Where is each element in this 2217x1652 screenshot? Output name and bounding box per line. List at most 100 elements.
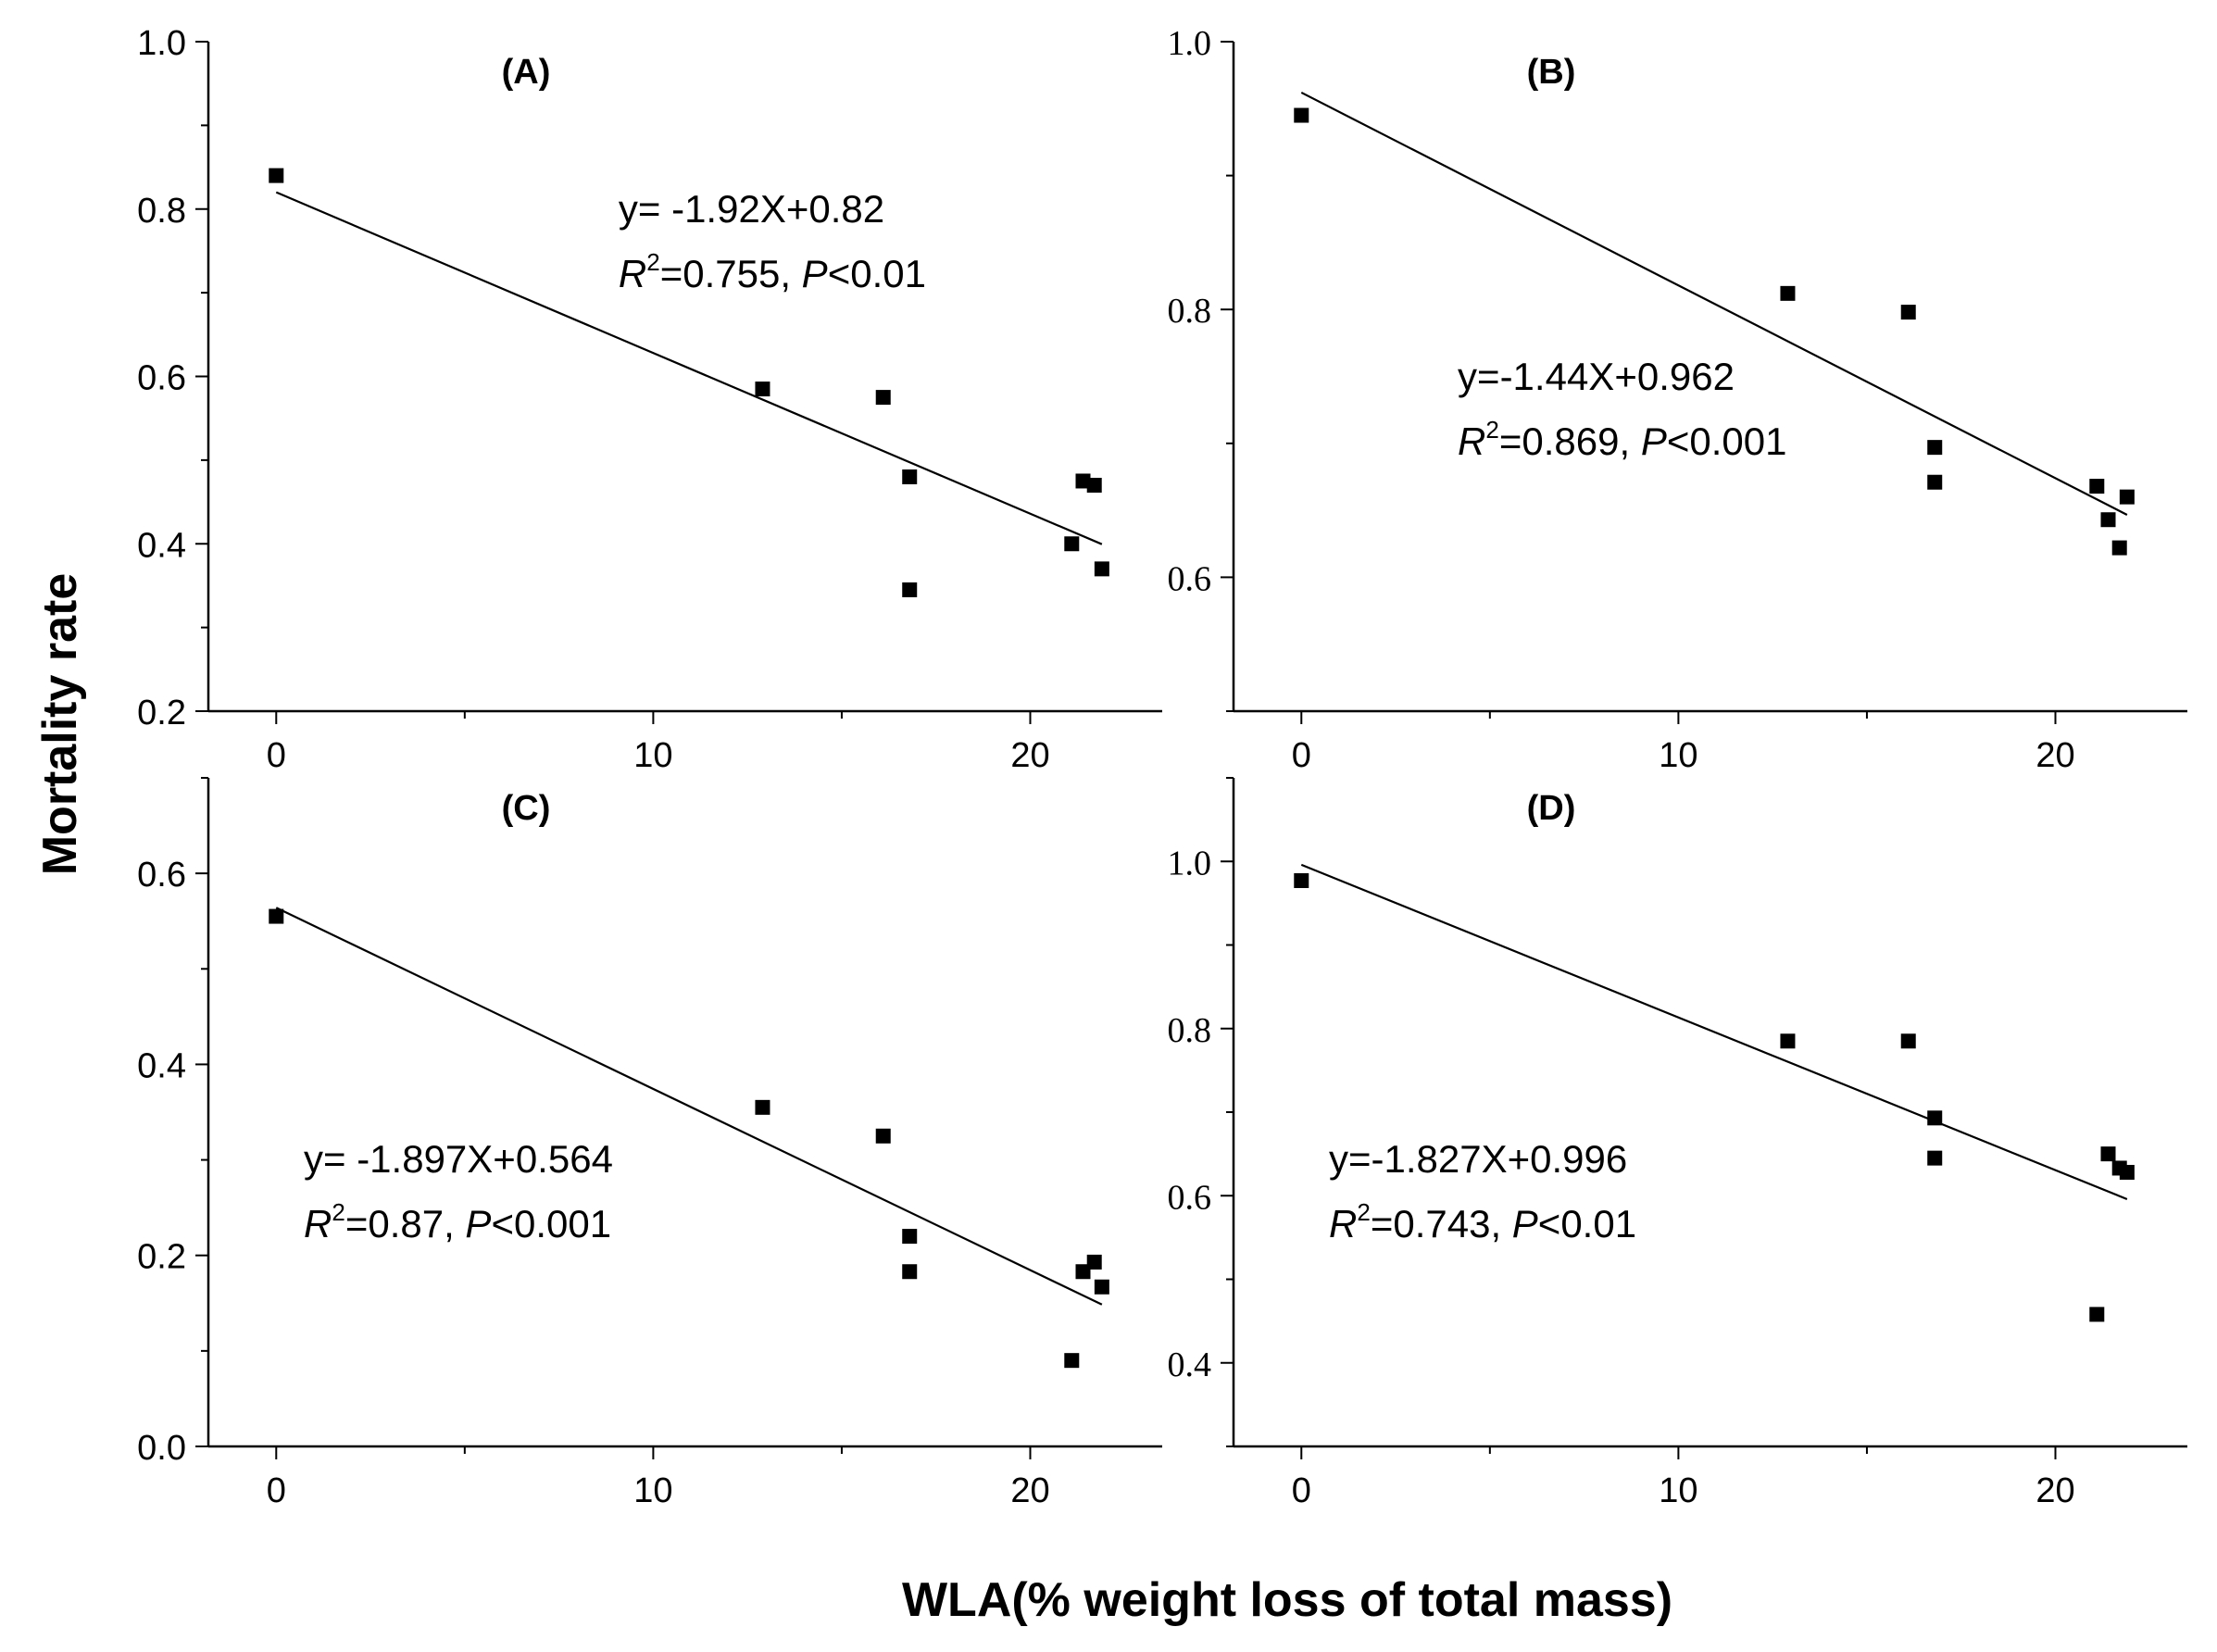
data-point (1094, 1279, 1109, 1295)
regression-stats: R2=0.755, P<0.01 (619, 248, 926, 295)
y-tick-label: 1.0 (137, 24, 186, 63)
y-tick-label: 0.8 (1168, 292, 1212, 331)
y-axis-label: Mortality rate (33, 573, 87, 876)
r-symbol: R (1329, 1202, 1357, 1245)
regression-stats: R2=0.869, P<0.001 (1458, 416, 1786, 463)
data-point (1094, 561, 1109, 577)
x-tick-label: 10 (1659, 1471, 1697, 1510)
regression-stats: R2=0.87, P<0.001 (304, 1198, 611, 1245)
panel-title: (B) (1527, 53, 1576, 92)
data-point (1075, 473, 1091, 489)
data-point (875, 390, 891, 406)
r-squared-exponent: 2 (1357, 1198, 1370, 1226)
p-symbol: P (465, 1202, 491, 1245)
data-point (1294, 873, 1309, 889)
y-tick-label: 0.6 (1168, 559, 1212, 598)
x-tick-label: 0 (1292, 1471, 1311, 1510)
r-squared-exponent: 2 (1485, 416, 1498, 444)
r-symbol: R (1458, 419, 1485, 463)
x-tick-label: 20 (1010, 736, 1049, 775)
y-tick-label: 0.4 (1168, 1345, 1212, 1384)
data-point (755, 1099, 770, 1115)
p-symbol: P (1641, 419, 1667, 463)
p-symbol: P (802, 252, 828, 295)
p-value: <0.01 (828, 252, 926, 295)
x-tick-label: 20 (2035, 736, 2074, 775)
y-tick-label: 0.6 (137, 359, 186, 398)
data-point (755, 382, 770, 397)
data-point (1780, 1033, 1796, 1049)
data-point (1064, 536, 1080, 552)
regression-equation: y=-1.827X+0.996 (1329, 1137, 1627, 1181)
y-tick-label: 0.4 (137, 1046, 186, 1085)
data-point (1064, 1353, 1080, 1369)
r-squared-exponent: 2 (332, 1198, 344, 1226)
y-tick-label: 0.6 (137, 856, 186, 895)
data-point (2119, 489, 2135, 505)
y-tick-label: 1.0 (1168, 24, 1212, 63)
fit-line (1300, 91, 2128, 516)
data-point (1294, 107, 1309, 123)
data-point (1900, 1033, 1916, 1049)
panel-b: 0.6 0.8 1.0 0 10 20 (B) y=-1.44X+0.962 R2=0.869,… (1168, 24, 2187, 775)
data-point (1086, 1254, 1102, 1270)
data-point (902, 469, 918, 484)
data-point (2089, 1307, 2105, 1322)
data-point (1900, 305, 1916, 320)
p-value: <0.001 (491, 1202, 611, 1245)
data-point (1086, 477, 1102, 493)
panel-title: (D) (1527, 789, 1576, 828)
data-point (902, 582, 918, 597)
data-point (902, 1264, 918, 1280)
y-tick-label: 1.0 (1168, 844, 1212, 882)
x-tick-label: 0 (1292, 736, 1311, 775)
x-axis-label: WLA(% weight loss of total mass) (902, 1573, 1672, 1627)
y-tick-label: 0.8 (137, 192, 186, 231)
fit-line (275, 191, 1103, 545)
fit-line (275, 907, 1103, 1306)
data-point (1927, 1110, 1943, 1126)
r-squared-value: =0.755, (660, 252, 802, 295)
data-point (269, 908, 284, 924)
x-tick-label: 0 (267, 1471, 286, 1510)
x-tick-label: 10 (633, 1471, 672, 1510)
regression-equation: y= -1.897X+0.564 (304, 1137, 613, 1181)
regression-stats: R2=0.743, P<0.01 (1329, 1198, 1636, 1245)
panels: 0.20.40.60.81.00 10 20(A)y= -1.92X+0.82R2=… (137, 24, 2187, 1510)
data-point (2089, 479, 2105, 494)
x-tick-label: 0 (267, 736, 286, 775)
y-tick-label: 0.2 (137, 1238, 186, 1277)
data-point (902, 1229, 918, 1245)
panel-a: 0.2 0.4 0.6 0.8 1.0 0 10 20 (A) y= -1.92X+0.82 R2=… (137, 24, 1162, 775)
r-symbol: R (304, 1202, 332, 1245)
y-tick-label: 0.6 (1168, 1178, 1212, 1217)
p-value: <0.01 (1538, 1202, 1636, 1245)
x-tick-label: 20 (2035, 1471, 2074, 1510)
y-tick-label: 0.2 (137, 694, 186, 732)
r-squared-exponent: 2 (646, 248, 659, 276)
data-point (2100, 1146, 2116, 1162)
panel-title: (A) (502, 53, 551, 92)
data-point (1927, 474, 1943, 490)
data-point (269, 168, 284, 183)
r-squared-value: =0.87, (345, 1202, 466, 1245)
x-tick-label: 20 (1010, 1471, 1049, 1510)
fit-line (1300, 863, 2128, 1200)
regression-equation: y=-1.44X+0.962 (1458, 355, 1735, 398)
panel-title: (C) (502, 789, 551, 828)
r-squared-value: =0.743, (1371, 1202, 1512, 1245)
p-symbol: P (1512, 1202, 1538, 1245)
data-point (875, 1128, 891, 1144)
data-point (1075, 1264, 1091, 1280)
y-tick-label: 0.0 (137, 1429, 186, 1468)
y-tick-label: 0.4 (137, 526, 186, 565)
panel-d: 0.4 0.6 0.8 1.0 0 10 20 (D) y=-1.827X+0.996 R2=0.… (1168, 777, 2187, 1510)
data-point (2100, 512, 2116, 528)
data-point (1927, 440, 1943, 456)
x-tick-label: 10 (633, 736, 672, 775)
r-symbol: R (619, 252, 646, 295)
p-value: <0.001 (1667, 419, 1787, 463)
data-point (1780, 285, 1796, 301)
x-tick-label: 10 (1659, 736, 1697, 775)
y-tick-label: 0.8 (1168, 1011, 1212, 1050)
